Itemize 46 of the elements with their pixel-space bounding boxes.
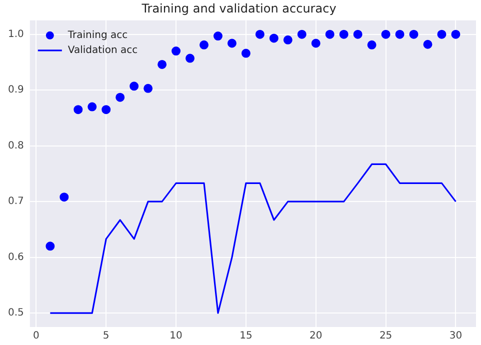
point (423, 40, 432, 49)
x-tick-label: 10 (170, 330, 182, 342)
point (395, 30, 404, 39)
y-tick-label: 0.5 (8, 308, 24, 319)
point (158, 60, 167, 69)
point (88, 102, 97, 112)
y-tick-label: 0.7 (8, 196, 24, 208)
point (437, 30, 446, 39)
y-tick-label: 0.6 (8, 252, 24, 263)
x-tick-label: 20 (310, 330, 322, 342)
point (74, 105, 83, 114)
point (339, 30, 348, 39)
point (325, 30, 334, 39)
point (130, 82, 139, 91)
point (144, 84, 153, 93)
y-tick-label: 0.8 (8, 140, 24, 152)
x-tick-label: 5 (102, 330, 110, 342)
legend-label: Training acc (66, 30, 128, 41)
point (46, 242, 55, 251)
point (283, 35, 292, 44)
point (451, 30, 460, 39)
point (269, 34, 278, 43)
point (353, 30, 362, 39)
point (367, 40, 376, 50)
point (102, 105, 111, 114)
x-tick-label: 15 (240, 330, 252, 342)
y-tick-label: 0.9 (8, 84, 24, 96)
point (227, 38, 236, 48)
point (409, 30, 418, 39)
point (381, 30, 390, 39)
point (172, 46, 181, 56)
point (60, 192, 69, 202)
point (311, 38, 320, 48)
point (200, 40, 209, 50)
point (241, 48, 250, 58)
y-tick-label: 1.0 (8, 28, 24, 40)
point (116, 92, 125, 102)
point (213, 32, 222, 41)
point (255, 30, 264, 39)
point (297, 30, 306, 39)
point (186, 54, 195, 63)
x-tick-label: 30 (449, 330, 462, 342)
x-tick-label: 25 (379, 330, 392, 342)
x-tick-label: 0 (33, 330, 40, 342)
legend-label: Validation acc (68, 44, 138, 56)
chart-title: Training and validation accuracy (140, 1, 336, 16)
